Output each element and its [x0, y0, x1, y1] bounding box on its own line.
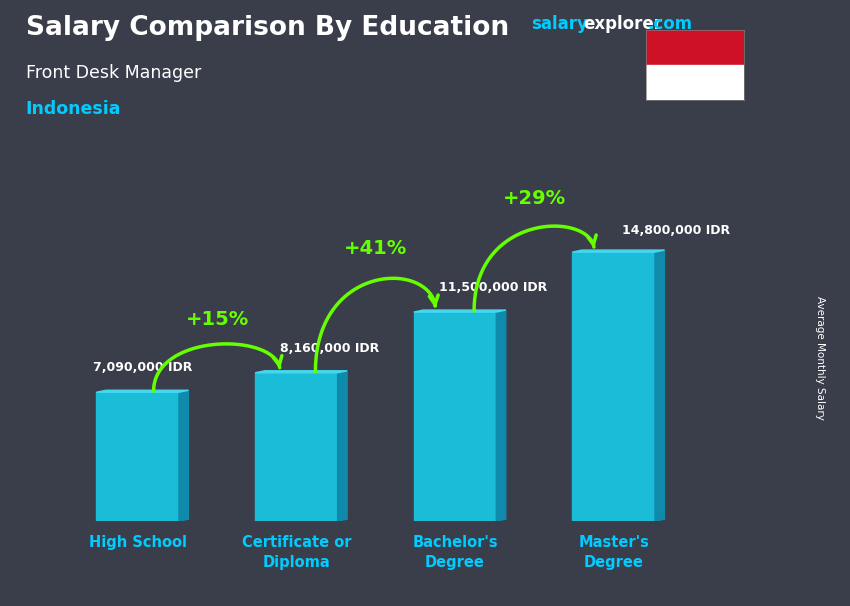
Text: 7,090,000 IDR: 7,090,000 IDR [94, 361, 193, 375]
Bar [572, 252, 655, 521]
Polygon shape [255, 371, 347, 373]
Bar [646, 65, 744, 100]
Text: Salary Comparison By Education: Salary Comparison By Education [26, 15, 508, 41]
Polygon shape [96, 390, 189, 392]
Text: salary: salary [531, 15, 588, 33]
Text: Average Monthly Salary: Average Monthly Salary [815, 296, 825, 419]
Polygon shape [337, 371, 347, 521]
Text: Indonesia: Indonesia [26, 100, 121, 118]
Bar [414, 312, 496, 521]
Polygon shape [496, 310, 506, 521]
Bar [646, 30, 744, 65]
Text: explorer: explorer [583, 15, 662, 33]
Polygon shape [179, 390, 189, 521]
Text: 11,500,000 IDR: 11,500,000 IDR [439, 281, 547, 294]
Bar [255, 373, 337, 521]
Text: Front Desk Manager: Front Desk Manager [26, 64, 201, 82]
Bar [96, 392, 179, 521]
Polygon shape [414, 310, 506, 312]
Polygon shape [572, 250, 665, 252]
Text: 8,160,000 IDR: 8,160,000 IDR [280, 342, 380, 355]
Text: 14,800,000 IDR: 14,800,000 IDR [621, 224, 730, 238]
Text: .com: .com [648, 15, 693, 33]
Text: +15%: +15% [185, 310, 249, 329]
Polygon shape [655, 250, 665, 521]
Text: +29%: +29% [503, 190, 566, 208]
Text: +41%: +41% [344, 239, 407, 258]
